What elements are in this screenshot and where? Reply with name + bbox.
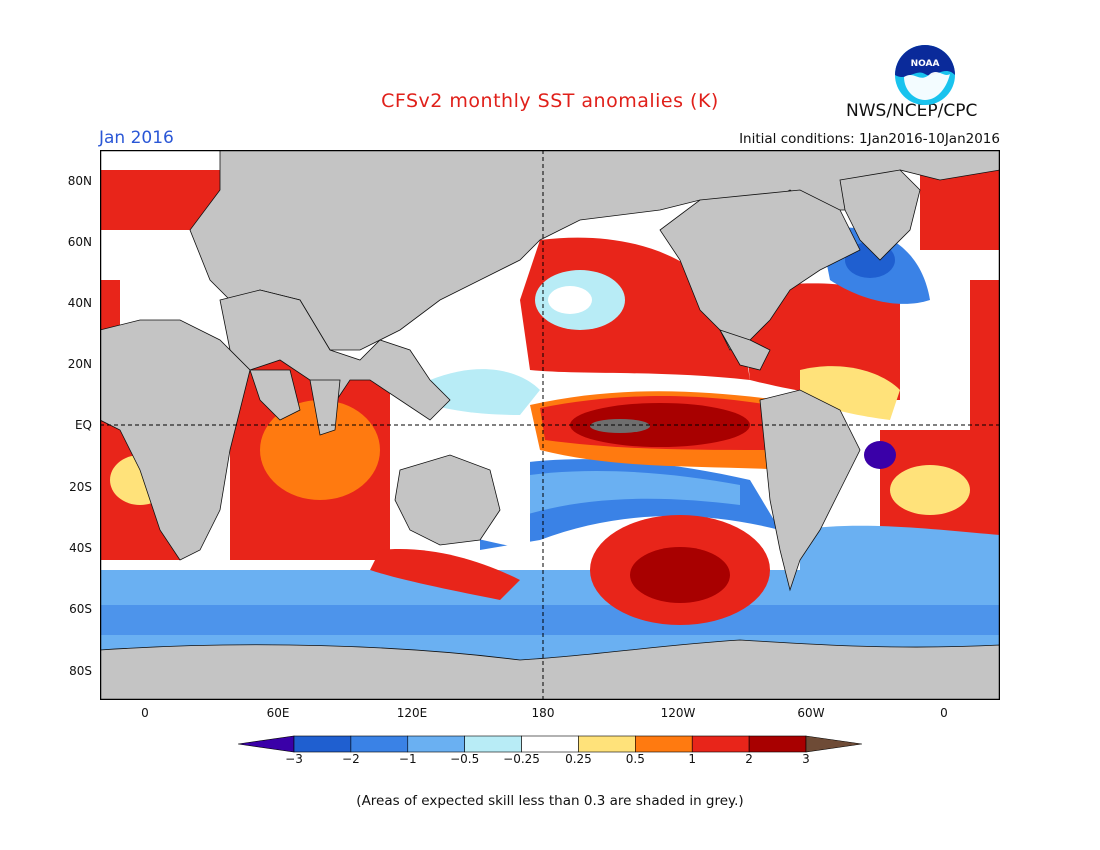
colorbar-label: −0.5 (450, 752, 480, 766)
sst-anomaly-map (100, 150, 1000, 700)
y-tick: 80N (67, 174, 92, 188)
colorbar-cell (691, 735, 750, 753)
colorbar-label: −2 (342, 752, 360, 766)
x-tick: 0 (141, 706, 149, 720)
x-tick: 180 (531, 706, 555, 720)
colorbar-label: −3 (285, 752, 303, 766)
y-tick: 20N (67, 357, 92, 371)
x-tick: 0 (940, 706, 948, 720)
colorbar-cell (521, 735, 579, 753)
colorbar (238, 735, 862, 753)
colorbar-cell (293, 735, 352, 753)
colorbar-label: 0.25 (565, 752, 592, 766)
noaa-logo: NOAA (895, 45, 955, 105)
colorbar-cell (748, 735, 807, 753)
colorbar-label: 3 (802, 752, 810, 766)
y-tick: 20S (69, 480, 92, 494)
colorbar-cell (635, 735, 693, 753)
colorbar-label: 0.5 (625, 752, 645, 766)
land-masses (100, 150, 1000, 700)
footnote: (Areas of expected skill less than 0.3 a… (356, 793, 744, 809)
y-tick: 60S (69, 602, 92, 616)
y-tick: 60N (67, 235, 92, 249)
x-tick: 60W (797, 706, 825, 720)
agency-label: NWS/NCEP/CPC (846, 101, 978, 121)
y-tick: 80S (69, 664, 92, 678)
chart-title: CFSv2 monthly SST anomalies (K) (381, 90, 719, 112)
x-tick: 60E (266, 706, 290, 720)
colorbar-cell (407, 735, 465, 753)
y-tick: 40N (67, 296, 92, 310)
map-frame (100, 150, 1000, 700)
x-tick: 120E (396, 706, 428, 720)
colorbar-cell-min (238, 735, 295, 753)
colorbar-cell (464, 735, 522, 753)
forecast-month: Jan 2016 (99, 128, 174, 148)
colorbar-label: −1 (398, 752, 417, 766)
colorbar-cell-max (805, 735, 862, 753)
x-tick: 120W (660, 706, 696, 720)
y-tick: EQ (74, 418, 92, 432)
colorbar-cell (350, 735, 409, 753)
y-tick: 40S (69, 541, 92, 555)
initial-conditions: Initial conditions: 1Jan2016-10Jan2016 (739, 131, 1000, 147)
colorbar-cell (578, 735, 636, 753)
colorbar-label: 1 (688, 752, 697, 766)
colorbar-label: −0.25 (503, 752, 540, 766)
logo-text: NOAA (911, 59, 940, 69)
colorbar-label: 2 (745, 752, 753, 766)
